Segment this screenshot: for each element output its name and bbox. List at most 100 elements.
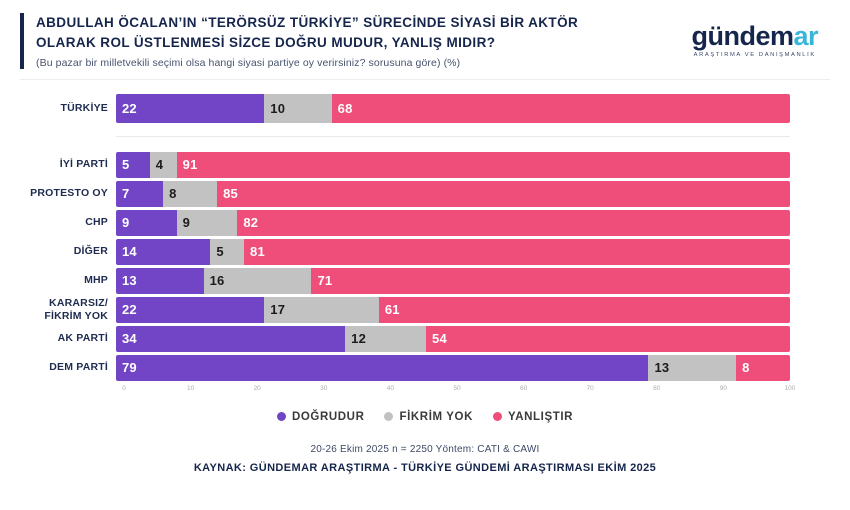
- legend-dot-yanlistir: [493, 412, 502, 421]
- bar-segment-yanlistir: 85: [217, 180, 790, 207]
- bar-segment-fikrim-yok: 4: [149, 151, 177, 178]
- bar-segment-fikrim-yok: 12: [345, 325, 427, 352]
- x-tick-label: 70: [586, 384, 594, 392]
- bar-segment-fikrim-yok: 8: [163, 180, 218, 207]
- bar-value: 16: [209, 273, 225, 288]
- bar-value: 5: [216, 244, 224, 259]
- bar-segment-dogrudur: 22: [116, 93, 265, 123]
- chart-row: İYİ PARTİ 5 4 91: [20, 151, 790, 178]
- header-divider: [20, 78, 830, 80]
- bar-value: 9: [122, 215, 130, 230]
- bar-segment-yanlistir: 91: [176, 151, 790, 178]
- chart-row: TÜRKİYE 22 10 68: [20, 93, 790, 123]
- bar-segment-fikrim-yok: 9: [176, 209, 238, 236]
- chart-rows: TÜRKİYE 22 10 68 İYİ PARTİ 5 4 91 PROTESTO OY 7 8 8…: [20, 93, 790, 381]
- x-tick-label: 50: [453, 384, 461, 392]
- row-label: DİĞER: [73, 245, 108, 258]
- legend-item-dogrudur: DOĞRUDUR: [276, 410, 365, 423]
- x-tick-label: 100: [784, 384, 796, 392]
- bar-segment-yanlistir: 82: [237, 209, 790, 236]
- bar-segment-dogrudur: 7: [116, 180, 164, 207]
- bar-group: 5 4 91: [116, 151, 790, 178]
- legend-label: YANLIŞTIR: [508, 410, 574, 423]
- bar-segment-dogrudur: 9: [116, 209, 177, 236]
- chart-row: CHP 9 9 82: [20, 209, 790, 236]
- bar-value: 12: [351, 331, 367, 346]
- chart-row: AK PARTİ 34 12 54: [20, 325, 790, 352]
- logo-wordmark: gündemar: [691, 23, 818, 50]
- chart-row: PROTESTO OY 7 8 85: [20, 180, 790, 207]
- bar-value: 85: [223, 186, 238, 201]
- bar-segment-fikrim-yok: 17: [264, 296, 379, 323]
- bar-value: 9: [182, 215, 191, 230]
- row-label: KARARSIZ/ FİKRİM YOK: [44, 297, 108, 322]
- x-tick-label: 20: [253, 384, 261, 392]
- bar-value: 4: [155, 157, 164, 172]
- legend: DOĞRUDUR FİKRİM YOK YANLIŞTIR: [0, 411, 850, 423]
- x-tick-label: 40: [386, 384, 395, 392]
- bar-value: 34: [122, 331, 137, 346]
- row-label: TÜRKİYE: [60, 101, 108, 114]
- bar-value: 54: [432, 331, 447, 346]
- header: ABDULLAH ÖCALAN’IN “TERÖRSÜZ TÜRKİYE” SÜ…: [0, 0, 850, 69]
- x-tick-label: 90: [719, 384, 728, 392]
- bar-value: 8: [742, 360, 750, 375]
- page-subtitle: (Bu pazar bir milletvekili seçimi olsa h…: [36, 56, 461, 69]
- legend-label: FİKRİM YOK: [399, 410, 473, 423]
- x-axis: 0 10 20 30 40 50 60 70 80 90 100: [122, 384, 795, 396]
- bar-segment-dogrudur: 13: [116, 267, 204, 294]
- row-label: İYİ PARTİ: [59, 158, 108, 171]
- row-label: AK PARTİ: [57, 332, 108, 345]
- chart-row: MHP 13 16 71: [20, 267, 790, 294]
- legend-item-yanlistir: YANLIŞTIR: [493, 411, 573, 423]
- bar-segment-dogrudur: 14: [116, 238, 211, 265]
- bar-group: 14 5 81: [116, 238, 790, 265]
- logo-primary-text: gündem: [691, 21, 794, 51]
- methodology-note: 20-26 Ekim 2025 n = 2250 Yöntem: CATI & …: [310, 443, 540, 455]
- page-title: ABDULLAH ÖCALAN’IN “TERÖRSÜZ TÜRKİYE” SÜ…: [36, 13, 578, 54]
- title-block: ABDULLAH ÖCALAN’IN “TERÖRSÜZ TÜRKİYE” SÜ…: [20, 13, 578, 69]
- bar-value: 22: [122, 100, 137, 116]
- bar-group: 9 9 82: [116, 209, 790, 236]
- bar-group: 7 8 85: [116, 180, 790, 207]
- bar-segment-dogrudur: 34: [116, 325, 346, 352]
- legend-label: DOĞRUDUR: [291, 410, 365, 423]
- bar-segment-fikrim-yok: 10: [264, 93, 332, 123]
- bar-group: 22 17 61: [116, 296, 790, 323]
- bar-value: 82: [243, 215, 259, 230]
- row-label: DEM PARTİ: [49, 361, 108, 374]
- bar-value: 13: [122, 273, 137, 288]
- x-tick-label: 10: [186, 384, 195, 392]
- legend-dot-dogrudur: [276, 412, 286, 421]
- bar-value: 14: [122, 244, 137, 259]
- x-tick-label: 0: [122, 384, 126, 392]
- bar-segment-dogrudur: 79: [116, 354, 649, 381]
- x-tick-label: 80: [653, 384, 661, 392]
- bar-value: 91: [182, 157, 198, 172]
- bar-segment-dogrudur: 5: [116, 151, 150, 178]
- row-label: CHP: [85, 216, 108, 229]
- source-note: KAYNAK: GÜNDEMAR ARAŞTIRMA - TÜRKİYE GÜN…: [193, 461, 657, 474]
- bar-segment-dogrudur: 22: [116, 296, 265, 323]
- bar-segment-fikrim-yok: 16: [203, 267, 312, 294]
- bar-value: 81: [250, 244, 265, 259]
- bar-segment-yanlistir: 81: [244, 238, 790, 265]
- bar-value: 17: [270, 302, 286, 317]
- brand-logo: gündemar ARAŞTIRMA VE DANIŞMANLIK: [691, 13, 832, 59]
- bar-value: 79: [122, 360, 137, 375]
- chart-row: DEM PARTİ 79 13 8: [20, 354, 790, 381]
- bar-value: 5: [122, 157, 130, 172]
- bar-group: 79 13 8: [116, 354, 790, 381]
- logo-accent-text: ar: [793, 21, 818, 51]
- bar-segment-yanlistir: 68: [331, 93, 790, 123]
- row-label: MHP: [84, 274, 108, 287]
- bar-segment-yanlistir: 71: [311, 267, 790, 294]
- bar-value: 68: [337, 100, 353, 116]
- bar-value: 13: [654, 360, 670, 375]
- bar-segment-yanlistir: 54: [426, 325, 790, 352]
- x-tick-label: 60: [519, 384, 528, 392]
- bar-value: 61: [384, 302, 400, 317]
- logo-tagline: ARAŞTIRMA VE DANIŞMANLIK: [693, 52, 816, 58]
- stacked-bar-chart: TÜRKİYE 22 10 68 İYİ PARTİ 5 4 91 PROTESTO OY 7 8 8…: [0, 80, 850, 396]
